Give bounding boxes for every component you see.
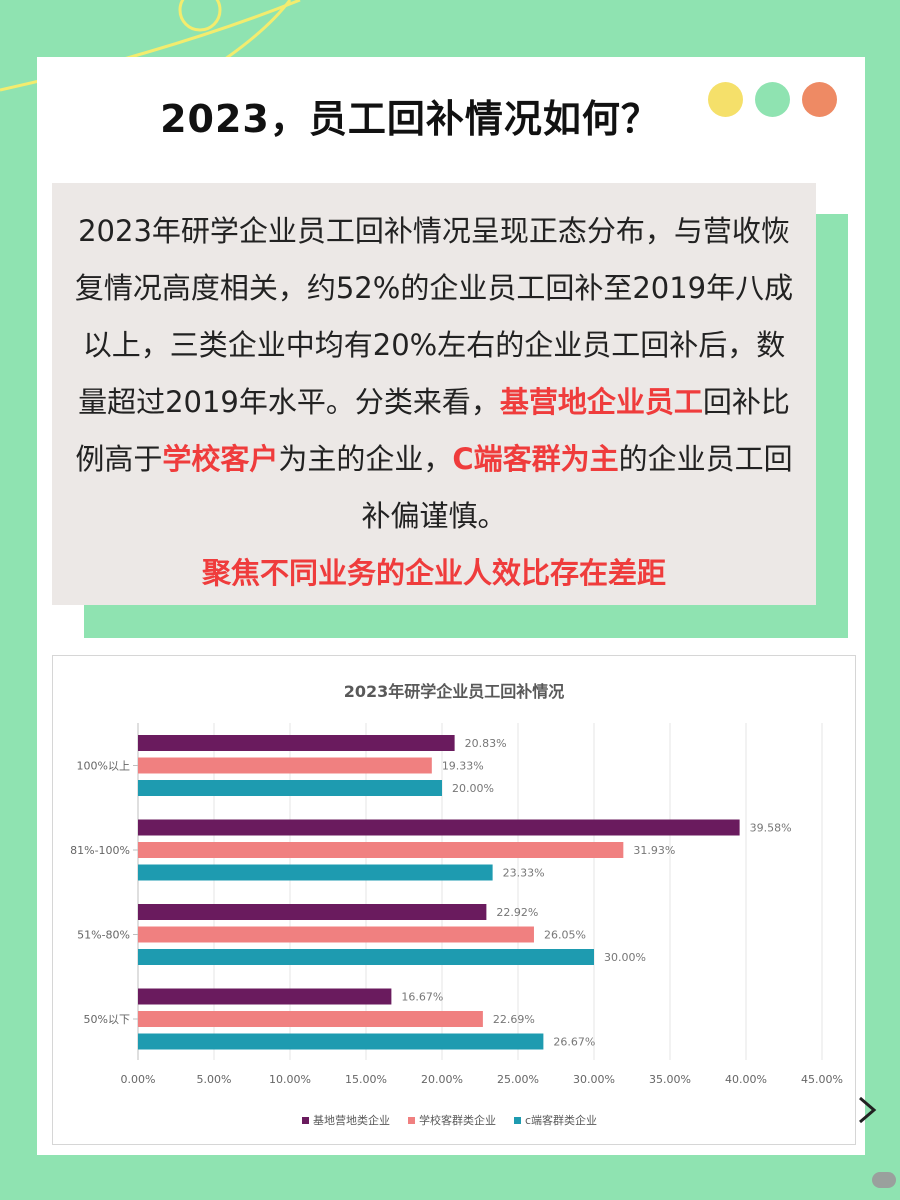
focus-line: 聚焦不同业务的企业人效比存在差距 [201,556,666,590]
bar [138,1011,483,1027]
y-category-label: 51%-80% [77,929,130,942]
orange-dot [802,82,837,117]
summary-text-box: 2023年研学企业员工回补情况呈现正态分布，与营收恢复情况高度相关，约52%的企… [52,183,816,605]
highlight-school-clients: 学校客户 [162,442,279,476]
x-tick-label: 30.00% [573,1073,615,1086]
bar [138,988,392,1005]
x-tick-label: 15.00% [345,1073,387,1086]
data-label: 19.33% [442,760,484,773]
summary-text: 为主的企业， [278,442,453,476]
x-tick-label: 5.00% [197,1073,232,1086]
bar [138,780,442,796]
x-tick-label: 20.00% [421,1073,463,1086]
bar [138,735,455,751]
summary-text: 的企业员工回补偏谨慎。 [361,442,793,533]
bar [138,949,594,965]
x-tick-label: 25.00% [497,1073,539,1086]
bar [138,757,432,774]
bar [138,864,493,881]
highlight-base-camp: 基营地企业员工 [499,385,703,419]
y-category-label: 100%以上 [77,760,130,773]
decorative-dots [708,82,837,117]
bar [138,819,740,836]
data-label: 39.58% [750,822,792,835]
summary-text: 回补比例高于 [75,385,790,476]
y-category-label: 81%-100% [70,844,130,857]
highlight-c-end-clients: C端客群为主 [452,442,619,476]
x-tick-label: 10.00% [269,1073,311,1086]
x-tick-label: 40.00% [725,1073,767,1086]
bar-chart: 2023年研学企业员工回补情况 0.00% 5.00% 10.00% 15.00% 20.… [70,682,843,1127]
data-label: 26.67% [553,1036,595,1049]
data-label: 20.00% [452,782,494,795]
page-title: 2023，员工回补情况如何？ [160,97,660,141]
watermark-badge [872,1172,896,1188]
bar [138,904,487,920]
data-label: 31.93% [633,844,675,857]
green-dot [755,82,790,117]
legend-label: c端客群类企业 [525,1113,597,1127]
x-tick-label: 0.00% [121,1073,156,1086]
legend-label: 基地营地类企业 [313,1113,390,1127]
legend-swatch [302,1117,309,1124]
legend-label: 学校客群类企业 [419,1113,496,1127]
x-tick-label: 35.00% [649,1073,691,1086]
y-category-label: 50%以下 [84,1013,130,1026]
yellow-dot [708,82,743,117]
summary-text: 2023年研学企业员工回补情况呈现正态分布，与营收恢复情况高度相关，约52%的企… [74,214,794,419]
legend-swatch [408,1117,415,1124]
data-label: 16.67% [401,991,443,1004]
data-label: 22.69% [493,1013,535,1026]
chart-title: 2023年研学企业员工回补情况 [344,682,565,701]
chevron-right-icon[interactable] [852,1090,882,1130]
legend-swatch [514,1117,521,1124]
data-label: 26.05% [544,929,586,942]
data-label: 30.00% [604,951,646,964]
bar [138,926,534,943]
data-label: 20.83% [465,737,507,750]
data-label: 23.33% [503,867,545,880]
x-tick-label: 45.00% [801,1073,843,1086]
data-label: 22.92% [496,906,538,919]
bar [138,1033,544,1050]
bar [138,842,624,858]
